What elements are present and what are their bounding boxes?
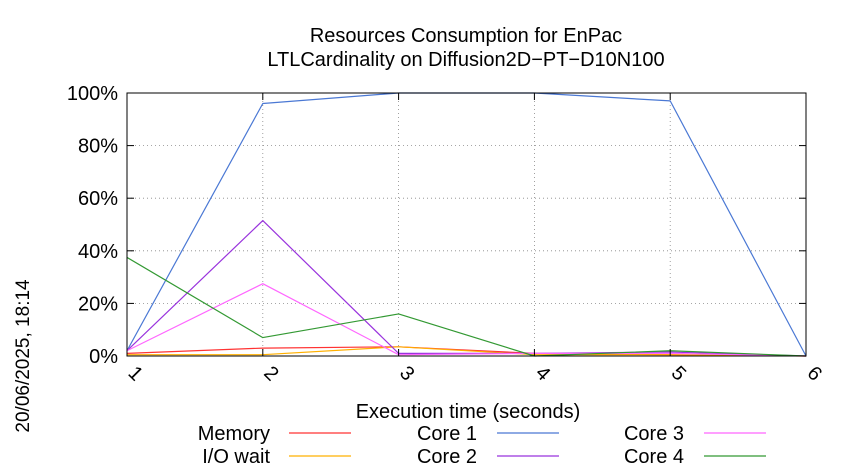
x-tick-label: 2 [259,362,282,385]
x-tick-label: 1 [124,362,147,385]
series-line-core-2 [126,219,807,357]
grid [127,93,806,356]
series-lines [126,92,807,357]
legend-label-core-1: Core 1 [417,423,477,445]
x-tick-label: 4 [531,362,554,385]
series-line-core-1 [126,92,807,357]
y-tick-label: 100% [67,83,118,105]
series-line-i-o-wait [127,346,807,357]
y-tick-labels: 0% 20% 40% 60% 80% 100% [67,83,118,368]
y-tick-label: 60% [78,188,118,210]
x-tick-label: 3 [395,362,418,385]
axes [126,92,807,357]
series-line-core-3 [126,283,807,357]
x-tick-label: 6 [803,362,826,385]
legend-label-core-3: Core 3 [624,423,684,445]
y-tick-label: 40% [78,241,118,263]
x-tick-label: 5 [667,362,690,385]
x-axis-label: Execution time (seconds) [356,401,581,423]
timestamp-label: 20/06/2025, 18:14 [13,279,34,433]
y-tick-label: 20% [78,293,118,315]
legend-label-i-o-wait: I/O wait [202,446,270,468]
chart-title-line-2: LTLCardinality on Diffusion2D−PT−D10N100 [267,49,664,71]
y-tick-label: 80% [78,136,118,158]
legend-label-core-4: Core 4 [624,446,684,468]
y-tick-label: 0% [89,346,118,368]
legend-label-memory: Memory [198,423,270,445]
plot-border [126,92,807,357]
series-line-core-4 [126,256,807,357]
chart-title-line-1: Resources Consumption for EnPac [310,25,622,47]
legend-label-core-2: Core 2 [417,446,477,468]
x-tick-labels: 1 2 3 4 5 6 [124,362,826,385]
